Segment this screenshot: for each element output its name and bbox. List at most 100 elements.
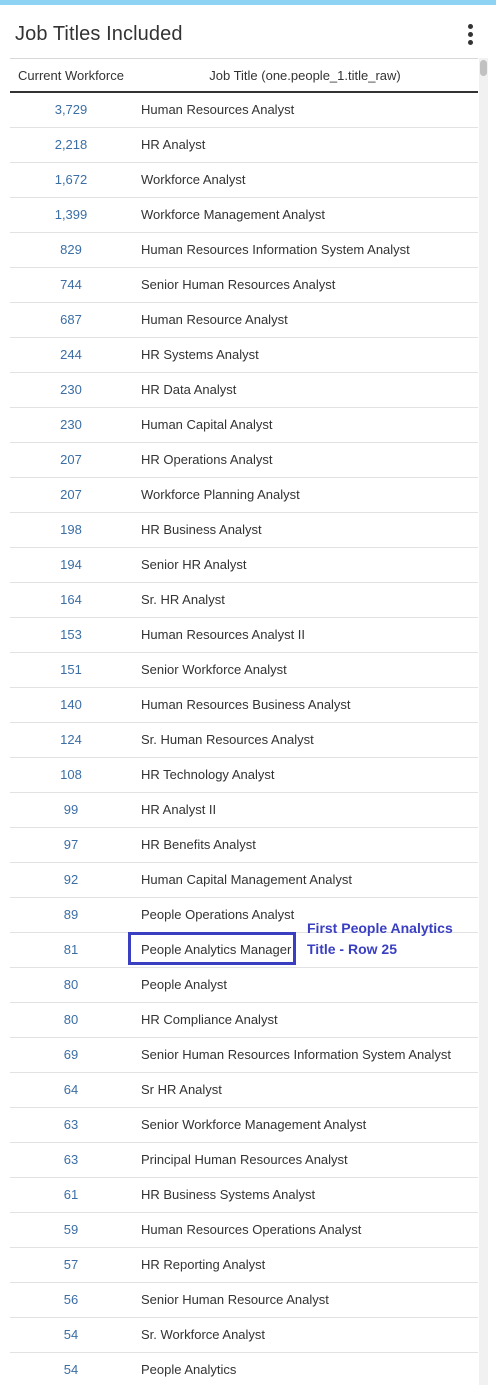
job-title-cell: HR Business Analyst (141, 522, 262, 537)
workforce-count-link[interactable]: 3,729 (54, 102, 88, 117)
job-title-cell: Senior Human Resource Analyst (141, 1292, 329, 1307)
job-title-cell: Human Capital Analyst (141, 417, 273, 432)
workforce-count-link[interactable]: 829 (60, 242, 82, 257)
workforce-count-link[interactable]: 97 (63, 837, 79, 852)
table-row: 80 People Analyst (10, 968, 478, 1003)
job-title-cell: HR Analyst (141, 137, 206, 152)
workforce-count-link[interactable]: 164 (60, 592, 82, 607)
kebab-menu-icon[interactable] (462, 22, 480, 48)
workforce-count-link[interactable]: 63 (63, 1117, 79, 1132)
job-title-cell: People Analytics Manager (141, 942, 292, 957)
job-title-cell: Senior Workforce Analyst (141, 662, 287, 677)
job-titles-table: Current Workforce Job Title (one.people_… (10, 58, 478, 1385)
table-row: 2,218 HR Analyst (10, 128, 478, 163)
table-row: 54 Sr. Workforce Analyst (10, 1318, 478, 1353)
workforce-count-link[interactable]: 80 (63, 1012, 79, 1027)
annotation-line-1: First People Analytics (307, 920, 453, 936)
scrollbar[interactable] (479, 58, 488, 1385)
workforce-count-link[interactable]: 194 (60, 557, 82, 572)
job-title-cell: Sr. HR Analyst (141, 592, 225, 607)
workforce-count-link[interactable]: 80 (63, 977, 79, 992)
annotation-line-2: Title - Row 25 (307, 941, 397, 957)
workforce-count-link[interactable]: 230 (60, 382, 82, 397)
table-row: 81 People Analytics Manager (10, 933, 478, 968)
table-row: 57 HR Reporting Analyst (10, 1248, 478, 1283)
workforce-count-link[interactable]: 687 (60, 312, 82, 327)
table-row: 207 Workforce Planning Analyst (10, 478, 478, 513)
table-row: 56 Senior Human Resource Analyst (10, 1283, 478, 1318)
job-title-cell: Senior Human Resources Analyst (141, 277, 336, 292)
job-title-cell: Senior Human Resources Information Syste… (141, 1047, 451, 1062)
table-row: 1,672 Workforce Analyst (10, 163, 478, 198)
job-title-cell: Human Resources Analyst II (141, 627, 306, 642)
scrollbar-thumb[interactable] (480, 60, 487, 76)
table-row: 230 HR Data Analyst (10, 373, 478, 408)
job-title-cell: HR Systems Analyst (141, 347, 259, 362)
job-title-cell: Sr HR Analyst (141, 1082, 222, 1097)
workforce-count-link[interactable]: 2,218 (54, 137, 88, 152)
workforce-count-link[interactable]: 198 (60, 522, 82, 537)
workforce-count-link[interactable]: 140 (60, 697, 82, 712)
column-header-current-workforce[interactable]: Current Workforce (18, 68, 124, 83)
job-title-cell: HR Data Analyst (141, 382, 237, 397)
job-title-cell: People Analytics (141, 1362, 237, 1377)
table-row: 194 Senior HR Analyst (10, 548, 478, 583)
workforce-count-link[interactable]: 57 (63, 1257, 79, 1272)
job-title-cell: Human Capital Management Analyst (141, 872, 353, 887)
column-header-job-title[interactable]: Job Title (one.people_1.title_raw) (209, 68, 401, 83)
workforce-count-link[interactable]: 64 (63, 1082, 79, 1097)
workforce-count-link[interactable]: 61 (63, 1187, 79, 1202)
job-title-cell: Senior Workforce Management Analyst (141, 1117, 367, 1132)
workforce-count-link[interactable]: 1,399 (54, 207, 88, 222)
table-row: 108 HR Technology Analyst (10, 758, 478, 793)
table-row: 97 HR Benefits Analyst (10, 828, 478, 863)
table-row: 61 HR Business Systems Analyst (10, 1178, 478, 1213)
job-title-cell: Workforce Management Analyst (141, 207, 326, 222)
workforce-count-link[interactable]: 744 (60, 277, 82, 292)
table-row: 140 Human Resources Business Analyst (10, 688, 478, 723)
job-title-cell: HR Technology Analyst (141, 767, 275, 782)
table-row: 54 People Analytics (10, 1353, 478, 1385)
workforce-count-link[interactable]: 230 (60, 417, 82, 432)
job-title-cell: Human Resources Business Analyst (141, 697, 351, 712)
table-header: Current Workforce Job Title (one.people_… (10, 58, 478, 93)
workforce-count-link[interactable]: 59 (63, 1222, 79, 1237)
kebab-dot (468, 24, 473, 29)
table-row: 3,729 Human Resources Analyst (10, 93, 478, 128)
workforce-count-link[interactable]: 54 (63, 1327, 79, 1342)
job-title-cell: Sr. Workforce Analyst (141, 1327, 266, 1342)
workforce-count-link[interactable]: 92 (63, 872, 79, 887)
workforce-count-link[interactable]: 56 (63, 1292, 79, 1307)
table-row: 687 Human Resource Analyst (10, 303, 478, 338)
workforce-count-link[interactable]: 207 (60, 452, 82, 467)
table-row: 744 Senior Human Resources Analyst (10, 268, 478, 303)
workforce-count-link[interactable]: 81 (63, 942, 79, 957)
workforce-count-link[interactable]: 244 (60, 347, 82, 362)
job-title-cell: Human Resources Information System Analy… (141, 242, 410, 257)
workforce-count-link[interactable]: 151 (60, 662, 82, 677)
table-row: 124 Sr. Human Resources Analyst (10, 723, 478, 758)
table-row: 99 HR Analyst II (10, 793, 478, 828)
workforce-count-link[interactable]: 153 (60, 627, 82, 642)
workforce-count-link[interactable]: 54 (63, 1362, 79, 1377)
table-row: 1,399 Workforce Management Analyst (10, 198, 478, 233)
annotation-callout: First People Analytics Title - Row 25 (307, 918, 492, 960)
job-title-cell: HR Business Systems Analyst (141, 1187, 316, 1202)
job-title-cell: People Analyst (141, 977, 228, 992)
workforce-count-link[interactable]: 1,672 (54, 172, 88, 187)
workforce-count-link[interactable]: 207 (60, 487, 82, 502)
table-row: 63 Senior Workforce Management Analyst (10, 1108, 478, 1143)
job-title-cell: HR Analyst II (141, 802, 217, 817)
panel-title: Job Titles Included (15, 23, 183, 45)
workforce-count-link[interactable]: 108 (60, 767, 82, 782)
workforce-count-link[interactable]: 63 (63, 1152, 79, 1167)
workforce-count-link[interactable]: 124 (60, 732, 82, 747)
table-row: 80 HR Compliance Analyst (10, 1003, 478, 1038)
table-row: 153 Human Resources Analyst II (10, 618, 478, 653)
table-row: 244 HR Systems Analyst (10, 338, 478, 373)
workforce-count-link[interactable]: 89 (63, 907, 79, 922)
workforce-count-link[interactable]: 69 (63, 1047, 79, 1062)
table-row: 63 Principal Human Resources Analyst (10, 1143, 478, 1178)
workforce-count-link[interactable]: 99 (63, 802, 79, 817)
table-row: 59 Human Resources Operations Analyst (10, 1213, 478, 1248)
